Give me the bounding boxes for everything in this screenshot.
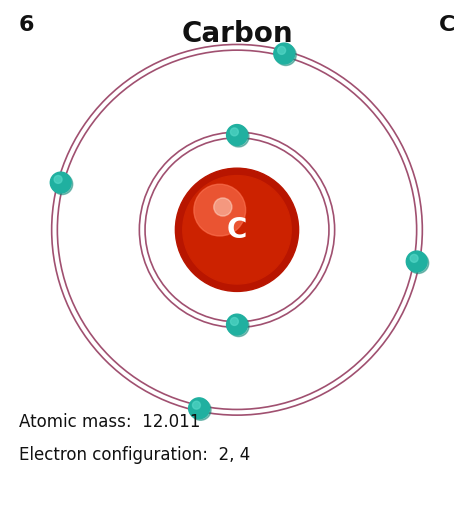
Circle shape	[228, 126, 249, 147]
Circle shape	[190, 400, 211, 420]
Circle shape	[274, 43, 295, 64]
Circle shape	[275, 45, 296, 65]
Circle shape	[175, 168, 299, 292]
Circle shape	[192, 401, 201, 409]
Circle shape	[183, 175, 291, 284]
Text: Electron configuration:  2, 4: Electron configuration: 2, 4	[19, 446, 250, 464]
Circle shape	[189, 398, 210, 419]
Circle shape	[228, 316, 249, 337]
Text: 6: 6	[19, 15, 35, 35]
Circle shape	[410, 255, 418, 262]
Circle shape	[214, 198, 232, 216]
Circle shape	[230, 317, 238, 325]
Circle shape	[278, 47, 286, 54]
Text: Carbon: Carbon	[181, 20, 293, 48]
Circle shape	[406, 251, 427, 272]
Circle shape	[230, 128, 238, 136]
Text: C: C	[227, 216, 247, 244]
Circle shape	[227, 314, 247, 335]
Text: C: C	[438, 15, 455, 35]
Circle shape	[227, 125, 247, 146]
Text: Atomic mass:  12.011: Atomic mass: 12.011	[19, 413, 201, 431]
Circle shape	[54, 175, 62, 184]
Circle shape	[50, 172, 71, 193]
Circle shape	[408, 252, 428, 273]
Circle shape	[52, 174, 73, 195]
Circle shape	[194, 184, 246, 236]
